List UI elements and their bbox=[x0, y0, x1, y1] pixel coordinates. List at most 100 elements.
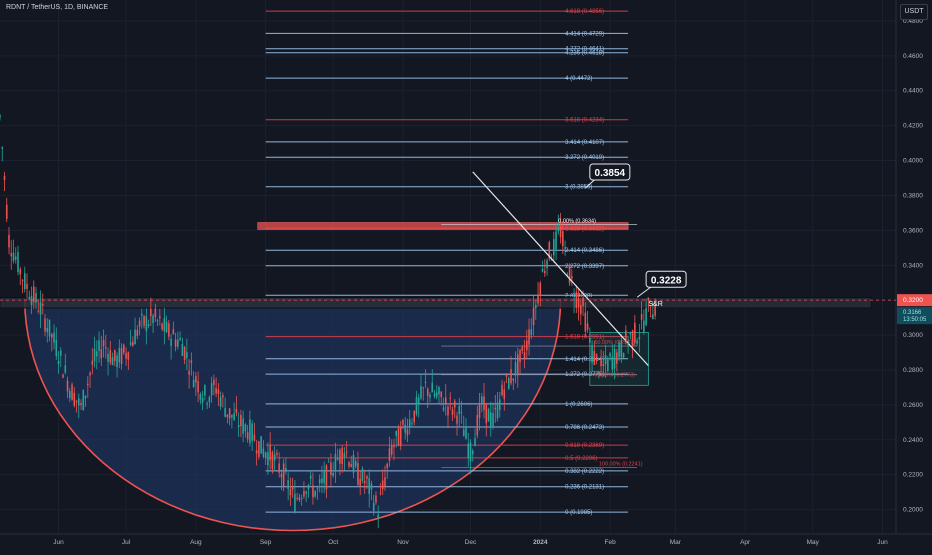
candle-body bbox=[129, 342, 132, 345]
countdown-text: 13:50:05 bbox=[903, 317, 927, 323]
candle-body bbox=[507, 378, 510, 389]
candle-body bbox=[66, 380, 69, 392]
fib-ext-label: 1.414 (0.2864) bbox=[565, 357, 604, 363]
candle-body bbox=[233, 413, 235, 420]
candle-body bbox=[431, 382, 434, 393]
candle-body bbox=[152, 315, 154, 324]
candle-body bbox=[215, 388, 217, 394]
candle-body bbox=[462, 429, 465, 437]
candle-body bbox=[553, 239, 555, 256]
candle-body bbox=[109, 350, 112, 363]
candle-body bbox=[489, 412, 492, 427]
candle-body bbox=[199, 393, 202, 400]
x-tick-label: Sep bbox=[260, 539, 272, 546]
candle-body bbox=[404, 424, 407, 433]
candle-body bbox=[467, 443, 470, 458]
candle-body bbox=[591, 345, 593, 363]
candle-body bbox=[350, 464, 352, 468]
candle-body bbox=[12, 252, 15, 261]
candle-body bbox=[69, 390, 71, 399]
candle-body bbox=[447, 406, 449, 416]
candle-body bbox=[145, 316, 148, 331]
candle-body bbox=[312, 485, 314, 498]
candle-body bbox=[363, 480, 366, 484]
fib-ext-label: 0.236 (0.2131) bbox=[565, 485, 604, 491]
fib-ext-label: 0.382 (0.2222) bbox=[565, 469, 604, 475]
candle-body bbox=[251, 423, 253, 441]
candle-body bbox=[307, 484, 310, 490]
candle-body bbox=[222, 395, 224, 398]
candle-body bbox=[84, 395, 87, 399]
fib-ext-label: 2.272 (0.3397) bbox=[565, 264, 604, 270]
candle-body bbox=[384, 477, 386, 487]
y-tick-label: 0.2000 bbox=[903, 507, 923, 514]
candle-body bbox=[278, 463, 280, 473]
fib-ext-label: 4.236 (0.4618) bbox=[565, 51, 604, 57]
candle-body bbox=[314, 490, 316, 497]
y-tick-label: 0.2800 bbox=[903, 367, 923, 374]
candlestick-series bbox=[0, 113, 656, 529]
x-tick-label: Feb bbox=[604, 539, 616, 546]
fib-ext-label: 1.618 (0.2991) bbox=[565, 335, 604, 341]
candle-body bbox=[607, 359, 609, 372]
candle-body bbox=[161, 323, 163, 330]
candle-body bbox=[114, 350, 116, 361]
candle-body bbox=[231, 414, 233, 418]
x-tick-label: Aug bbox=[190, 539, 202, 546]
candle-body bbox=[602, 364, 605, 367]
candle-body bbox=[478, 402, 481, 418]
candle-body bbox=[456, 415, 458, 424]
x-tick-label: Oct bbox=[328, 539, 338, 546]
candle-body bbox=[517, 354, 519, 376]
candle-body bbox=[496, 402, 499, 419]
x-tick-label: Dec bbox=[465, 539, 477, 546]
candle-body bbox=[228, 408, 231, 419]
cup-arc bbox=[24, 299, 562, 532]
candle-body bbox=[442, 407, 445, 411]
candle-body bbox=[174, 339, 177, 347]
candle-body bbox=[305, 491, 307, 494]
candle-body bbox=[17, 252, 19, 273]
candle-body bbox=[395, 430, 398, 436]
fib-ext-label: 4.272 (0.4641) bbox=[565, 47, 604, 53]
fib-ext-label: 0.618 (0.2369) bbox=[565, 443, 604, 449]
candle-body bbox=[571, 276, 573, 279]
y-tick-label: 0.4800 bbox=[903, 18, 923, 25]
candle-body bbox=[417, 397, 420, 404]
candle-body bbox=[638, 336, 641, 340]
candle-body bbox=[397, 426, 400, 446]
y-tick-label: 0.4400 bbox=[903, 88, 923, 95]
candle-body bbox=[609, 353, 611, 357]
candle-body bbox=[399, 427, 402, 447]
candle-body bbox=[501, 384, 503, 396]
candle-body bbox=[406, 429, 409, 436]
candle-body bbox=[253, 434, 256, 441]
x-tick-label: Mar bbox=[670, 539, 682, 546]
candle-body bbox=[325, 465, 328, 490]
candle-body bbox=[541, 268, 544, 272]
current-price-badge bbox=[897, 294, 932, 307]
candle-body bbox=[100, 349, 103, 359]
target-mid-pointer bbox=[636, 286, 651, 298]
candle-body bbox=[494, 407, 497, 410]
candle-body bbox=[318, 479, 321, 484]
fib-ext-label: 4.618 (0.4856) bbox=[565, 9, 604, 15]
trendline bbox=[472, 171, 649, 367]
candle-body bbox=[59, 350, 62, 356]
currency-button[interactable]: USDT bbox=[900, 4, 928, 20]
candle-body bbox=[190, 360, 193, 363]
candle-body bbox=[595, 354, 598, 356]
symbol-header: RDNT / TetherUS, 1D, BINANCE bbox=[6, 4, 109, 11]
candle-body bbox=[181, 344, 184, 356]
candle-body bbox=[26, 283, 28, 289]
candle-body bbox=[21, 280, 24, 281]
candle-body bbox=[8, 234, 10, 248]
y-tick-label: 0.2600 bbox=[903, 402, 923, 409]
y-tick-label: 0.3800 bbox=[903, 192, 923, 199]
candle-body bbox=[361, 468, 364, 481]
candle-body bbox=[163, 318, 166, 332]
candle-body bbox=[420, 386, 422, 399]
